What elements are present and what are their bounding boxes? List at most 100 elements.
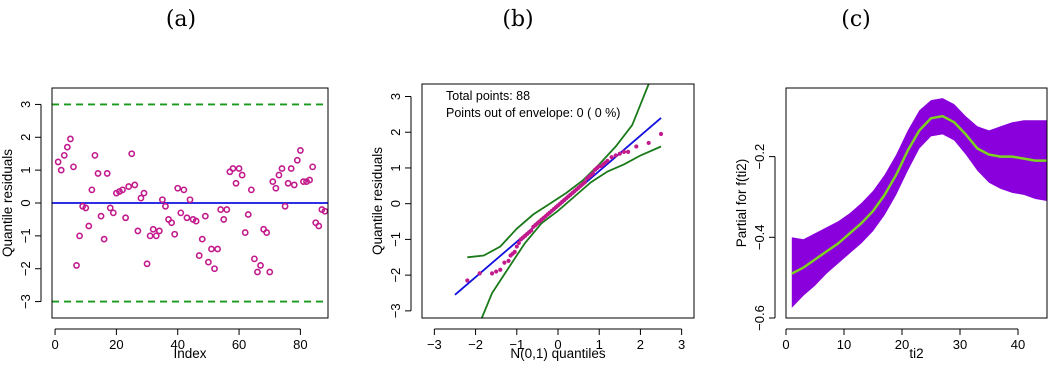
residual-point	[208, 245, 215, 253]
qq-point	[609, 155, 614, 160]
residual-point	[257, 262, 264, 269]
qq-point	[613, 153, 618, 158]
panel-a-residuals-index: 0 20 40 60 80 −3 −2 −1 0 1 2 3 Index Quantile residua…	[0, 87, 329, 361]
residual-point	[220, 216, 228, 223]
residual-point	[143, 260, 151, 268]
x-tick-label: −1	[509, 337, 524, 352]
y-tick-label: −1	[18, 228, 33, 243]
y-tick-label: 0	[388, 200, 403, 207]
qq-point	[621, 149, 627, 154]
x-tick-label: 40	[170, 337, 184, 352]
residual-point	[269, 178, 277, 186]
residual-point	[76, 232, 83, 240]
residual-point	[192, 217, 200, 225]
residual-point	[137, 194, 145, 202]
residual-point	[180, 186, 188, 194]
residual-point	[140, 189, 148, 197]
residual-point	[85, 222, 93, 230]
residual-point	[57, 166, 65, 174]
residual-point	[82, 204, 90, 212]
plot-frame	[421, 83, 695, 319]
residual-point	[91, 151, 99, 159]
residual-point	[131, 181, 139, 189]
residual-point	[149, 225, 157, 233]
residual-point	[158, 196, 166, 204]
y-tick-label: 2	[18, 134, 33, 141]
panel-label-c: (c)	[841, 7, 871, 32]
x-tick-label: 20	[895, 337, 909, 352]
y-tick-label: −1	[388, 232, 403, 247]
residual-point	[54, 158, 62, 166]
x-tick-label: −2	[468, 337, 483, 352]
qq-point	[502, 260, 507, 265]
qq-point	[514, 244, 519, 249]
residual-point	[186, 196, 194, 204]
residual-point	[309, 163, 317, 171]
qq-point	[498, 267, 503, 272]
x-tick-label: 0	[782, 337, 789, 352]
x-tick-label: 80	[293, 337, 307, 352]
x-tick-label: 20	[109, 337, 123, 352]
residual-point	[106, 204, 114, 212]
residual-point	[109, 209, 117, 217]
x-axis-title: N(0,1) quantiles	[510, 346, 606, 361]
qq-point	[634, 144, 639, 149]
residual-point	[217, 206, 225, 213]
residual-point	[88, 186, 96, 194]
x-tick-label: −3	[427, 337, 442, 352]
y-tick-label: 3	[388, 93, 403, 100]
x-tick-label: 10	[837, 337, 851, 352]
residual-point	[293, 156, 301, 164]
residual-point	[290, 181, 298, 189]
qq-point	[506, 258, 511, 263]
residual-point	[232, 179, 240, 187]
x-tick-label: 1	[596, 337, 603, 352]
y-axis-title: Quantile residuals	[370, 147, 385, 255]
residual-point	[235, 165, 243, 172]
y-tick-label: −2	[18, 261, 33, 276]
qq-point	[477, 271, 482, 276]
residual-point	[70, 163, 77, 171]
residual-point	[211, 265, 218, 273]
residual-point	[155, 227, 163, 235]
y-tick-label: 1	[18, 167, 33, 174]
residual-point	[223, 206, 231, 213]
residual-point	[266, 268, 274, 276]
residual-point	[100, 235, 108, 243]
qq-point	[590, 171, 596, 176]
residual-point	[177, 209, 185, 217]
residual-point	[119, 186, 126, 194]
residual-point	[229, 165, 237, 172]
x-tick-label: 30	[953, 337, 967, 352]
qq-point	[512, 249, 517, 255]
y-axis-title: Quantile residuals	[0, 149, 15, 257]
plot-frame	[785, 87, 1048, 319]
y-tick-label: 3	[18, 101, 33, 108]
qq-point	[617, 151, 622, 156]
x-tick-label: 40	[1011, 337, 1025, 352]
residual-point	[97, 212, 105, 220]
y-tick-label: −3	[18, 294, 33, 309]
residual-point	[281, 202, 289, 210]
residual-point	[171, 230, 179, 238]
residual-point	[122, 214, 129, 222]
residual-point	[321, 207, 329, 215]
panel-label-a: (a)	[166, 7, 196, 32]
residual-point	[272, 184, 280, 192]
residual-point	[73, 262, 80, 269]
qq-point	[658, 131, 664, 137]
y-tick-label: −0.6	[752, 305, 767, 331]
qq-point	[516, 240, 521, 246]
y-tick-label: 0	[18, 199, 33, 206]
y-tick-label: 2	[388, 129, 403, 136]
residual-point	[315, 222, 323, 230]
residual-point	[125, 183, 133, 190]
residual-point	[63, 143, 71, 151]
panel-c-partial-effect: 0 10 20 30 40 −0.6 −0.4 −0.2 ti2 Partial for f(ti…	[734, 87, 1048, 361]
x-axis-title: Index	[173, 346, 206, 361]
x-tick-label: 3	[678, 337, 685, 352]
residual-point	[134, 227, 142, 235]
residual-point	[195, 252, 203, 259]
residual-point	[60, 151, 68, 159]
x-tick-label: 0	[554, 337, 561, 352]
